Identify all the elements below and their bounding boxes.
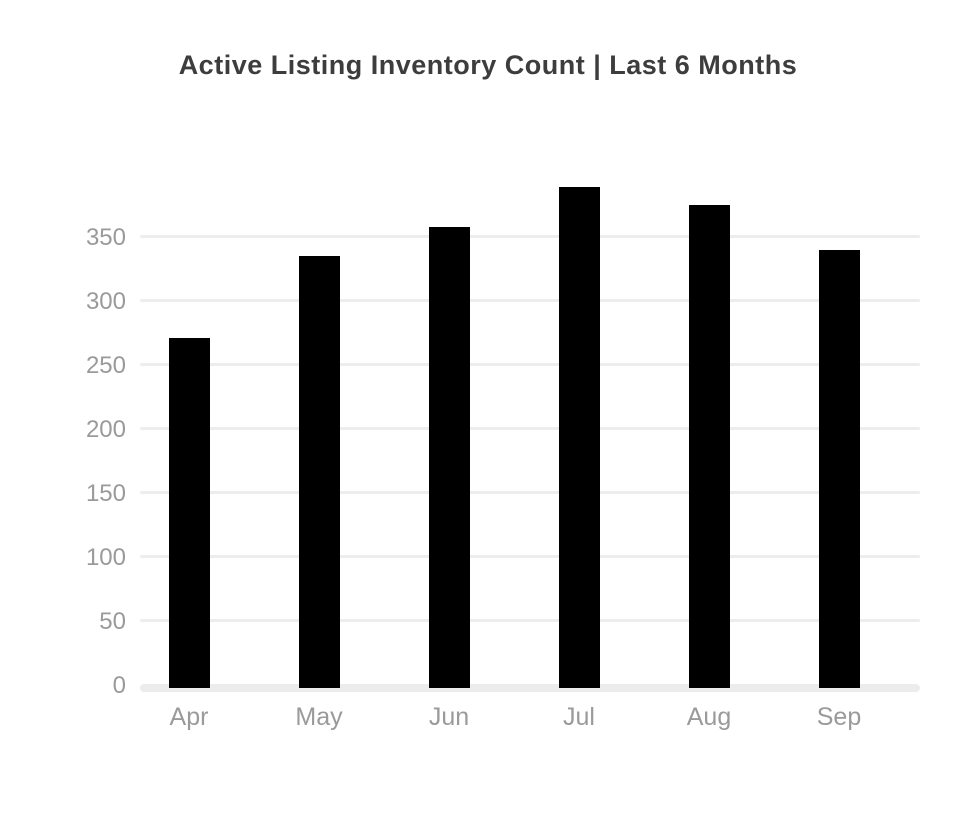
gridline <box>140 426 920 430</box>
x-axis-tick-label: Aug <box>686 703 732 731</box>
y-axis-tick-label: 200 <box>85 416 126 443</box>
x-axis-tick-label: Apr <box>169 703 209 731</box>
y-axis-tick-label: 50 <box>99 608 126 635</box>
x-axis-tick-label: Sep <box>816 703 862 731</box>
y-axis-tick-label: 150 <box>85 480 126 507</box>
y-axis-tick-label: 250 <box>85 352 126 379</box>
bar-jul <box>558 187 600 688</box>
x-axis-line <box>140 684 920 692</box>
y-axis-tick-label: 300 <box>85 288 126 315</box>
gridline <box>140 234 920 238</box>
chart-title: Active Listing Inventory Count | Last 6 … <box>178 50 798 80</box>
bar-apr <box>168 338 210 688</box>
x-axis-tick-label: Jul <box>563 703 595 731</box>
gridline <box>140 298 920 302</box>
gridline <box>140 618 920 622</box>
gridline <box>140 362 920 366</box>
bar-jun <box>428 227 470 688</box>
x-axis-tick-label: May <box>295 703 343 731</box>
y-axis-tick-label: 0 <box>112 672 126 699</box>
y-axis-tick-label: 100 <box>85 544 126 571</box>
bar-may <box>298 256 340 688</box>
gridline <box>140 490 920 494</box>
bar-aug <box>688 205 730 688</box>
gridline <box>140 554 920 558</box>
x-axis-tick-label: Jun <box>428 703 470 731</box>
bar-sep <box>818 250 860 688</box>
y-axis-tick-label: 350 <box>85 224 126 251</box>
